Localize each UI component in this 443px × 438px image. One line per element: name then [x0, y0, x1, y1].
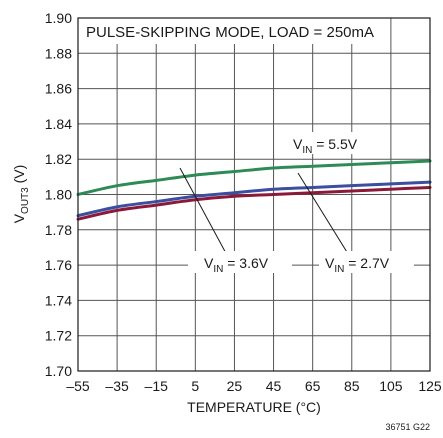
label-bg-5v5	[289, 132, 379, 154]
leader-line-3v6	[179, 167, 229, 258]
series-line-1	[76, 159, 432, 196]
y-tick-label: 1.76	[45, 257, 72, 273]
chart-title: PULSE-SKIPPING MODE, LOAD = 250mA	[86, 24, 374, 41]
plot-frame	[77, 17, 431, 372]
x-tick-label: 65	[305, 378, 321, 394]
series-line-3	[76, 185, 432, 221]
label-vin-2v7-sub: IN	[334, 264, 344, 275]
figure-id: 36751 G22	[385, 422, 430, 432]
x-axis-title: TEMPERATURE (°C)	[187, 399, 321, 415]
label-vin-2v7-main: V	[325, 255, 335, 271]
series-lines	[76, 159, 432, 221]
y-axis-title: VOUT3 (V)	[11, 165, 31, 224]
x-tick-label: –55	[66, 378, 90, 394]
label-vin-5v5: VIN = 5.5V	[293, 136, 358, 156]
x-tick-label: 105	[379, 378, 403, 394]
y-tick-labels: 1.70 1.72 1.74 1.76 1.78 1.80 1.82 1.84 1.86 1.88…	[45, 10, 72, 379]
y-tick-label: 1.74	[45, 292, 72, 308]
label-vin-3v6-main: V	[204, 255, 214, 271]
x-tick-label: –35	[105, 378, 129, 394]
y-tick-label: 1.70	[45, 363, 72, 379]
y-tick-label: 1.80	[45, 187, 72, 203]
label-vin-3v6-rest: = 3.6V	[223, 255, 268, 271]
y-tick-label: 1.82	[45, 151, 72, 167]
label-vin-2v7-rest: = 2.7V	[344, 255, 389, 271]
y-tick-label: 1.88	[45, 45, 72, 61]
x-tick-label: 5	[191, 378, 199, 394]
y-axis-title-unit: (V)	[11, 165, 27, 188]
x-tick-label: 45	[266, 378, 282, 394]
label-vin-5v5-rest: = 5.5V	[312, 136, 357, 152]
label-vin-3v6: VIN = 3.6V	[204, 255, 269, 275]
label-vin-5v5-sub: IN	[302, 145, 312, 156]
label-bg-2v7	[319, 251, 414, 273]
y-tick-label: 1.78	[45, 222, 72, 238]
x-tick-label: 25	[227, 378, 243, 394]
x-tick-label: 85	[344, 378, 360, 394]
series-line-2	[76, 180, 432, 218]
y-axis-title-main: V	[11, 213, 27, 223]
x-tick-label: –15	[145, 378, 169, 394]
title-box	[78, 18, 382, 44]
label-bg-3v6	[188, 251, 292, 273]
y-axis-title-sub: OUT3	[20, 187, 31, 214]
y-tick-label: 1.90	[45, 10, 72, 26]
y-tick-label: 1.84	[45, 116, 72, 132]
x-tick-label: 125	[418, 378, 442, 394]
x-tick-labels: –55 –35 –15 5 25 45 65 85 105 125	[66, 378, 442, 394]
label-vin-5v5-main: V	[293, 136, 303, 152]
y-tick-label: 1.72	[45, 328, 72, 344]
leader-line-2v7	[297, 172, 351, 258]
y-tick-label: 1.86	[45, 81, 72, 97]
label-vin-3v6-sub: IN	[213, 264, 223, 275]
label-vin-2v7: VIN = 2.7V	[325, 255, 390, 275]
